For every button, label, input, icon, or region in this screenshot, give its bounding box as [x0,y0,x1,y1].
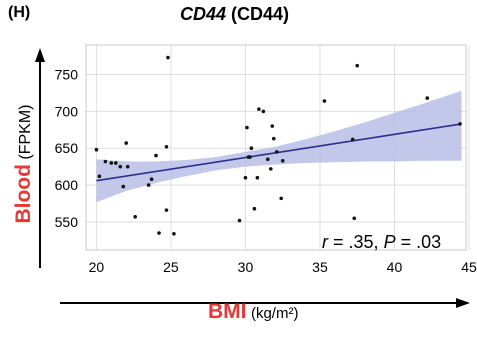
x-axis-label-unit: (kg/m²) [250,305,299,322]
p-symbol: P [383,232,396,252]
data-point [266,157,270,162]
data-point [352,216,357,221]
data-point [121,184,126,189]
data-point [257,107,261,111]
data-point [164,144,169,149]
title-protein: (CD44) [231,4,290,24]
data-point [268,167,273,171]
x-tick-label: 35 [312,259,328,275]
x-tick-label: 20 [89,259,105,275]
data-point [458,122,462,126]
y-axis-label-unit: (FPKM) [17,104,34,160]
p-value: = .03 [395,232,442,252]
data-point [103,159,108,164]
x-tick-label: 45 [461,259,477,275]
y-tick-label: 600 [55,177,79,193]
data-point [154,153,158,158]
data-point [164,208,169,212]
data-point [114,161,118,165]
r-value: = .35, [328,232,379,252]
data-point [322,99,327,103]
y-tick-label: 650 [55,140,79,156]
data-point [425,96,430,100]
data-point [252,206,257,211]
correlation-annotation: r = .35, P = .03 [322,232,441,253]
y-tick-label: 700 [55,103,79,119]
data-point [172,231,176,236]
data-point [118,164,123,169]
plot-frame [85,44,467,251]
y-axis-label-main: Blood [12,164,35,224]
y-axis-label: Blood (FPKM) [12,104,36,223]
data-point [271,136,276,141]
x-axis-arrowhead [456,298,470,308]
data-point [157,231,161,235]
confidence-band [96,90,462,203]
data-point [350,137,355,142]
x-axis-label-main: BMI [208,300,247,323]
data-point [146,183,151,187]
data-point [94,147,99,152]
r-symbol: r [322,232,328,252]
data-point [243,175,248,180]
data-points [94,55,462,236]
data-point [237,218,242,223]
data-point [248,155,252,159]
data-point [166,55,170,60]
data-point [109,161,114,165]
x-axis-label: BMI (kg/m²) [208,300,298,324]
data-point [261,109,266,114]
y-tick-label: 750 [55,66,79,82]
y-tick-label: 550 [55,214,79,230]
data-point [279,196,284,201]
data-point [97,174,102,179]
data-point [255,175,260,180]
chart-title: CD44 (CD44) [180,4,289,25]
y-axis-arrowhead [35,48,45,62]
regression-line [96,123,462,182]
data-point [355,63,360,68]
data-point [149,177,154,182]
x-tick-label: 25 [163,259,179,275]
data-point [280,158,285,163]
data-point [249,146,254,151]
data-point [133,215,137,219]
data-point [274,150,279,154]
x-tick-label: 40 [387,259,403,275]
panel-label: (H) [8,4,31,21]
x-tick-label: 30 [238,259,254,275]
x-tick-labels: 20 25 30 35 40 45 [89,259,477,275]
data-point [124,141,129,145]
data-point [245,125,249,130]
y-tick-labels: 550 600 650 700 750 [55,66,79,229]
data-point [125,164,130,169]
data-point [270,124,275,128]
title-gene: CD44 [180,4,227,24]
